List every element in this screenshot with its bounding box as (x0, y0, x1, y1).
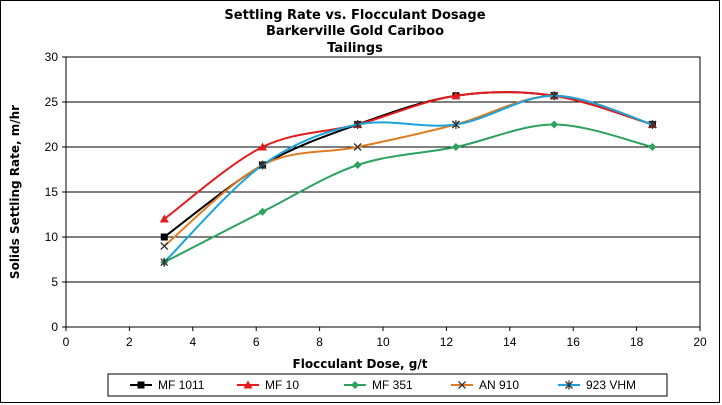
data-point (160, 242, 169, 250)
gridlines (66, 101, 700, 283)
data-point (258, 207, 267, 216)
data-point (550, 120, 559, 129)
x-tick-label: 6 (253, 335, 260, 349)
legend-marker (137, 381, 145, 389)
data-point (159, 214, 169, 223)
data-point (160, 257, 169, 267)
x-tick-label: 4 (189, 335, 196, 349)
legend-label: MF 351 (372, 378, 413, 392)
x-tick-label: 20 (693, 335, 707, 349)
data-point (451, 143, 460, 151)
data-point (258, 160, 267, 170)
legend-label: MF 1011 (158, 378, 205, 392)
y-tick-label: 0 (51, 320, 58, 334)
legend-item: AN 910 (451, 378, 519, 392)
legend-label: 923 VHM (586, 378, 636, 392)
x-tick-label: 10 (376, 335, 390, 349)
x-tick-label: 18 (630, 335, 644, 349)
legend-item: MF 351 (344, 378, 413, 392)
y-tick-label: 30 (45, 50, 59, 64)
chart-title-line-2: Barkerville Gold Cariboo (266, 24, 444, 39)
data-point (353, 143, 362, 151)
data-point (451, 120, 460, 129)
x-axis-ticks: 0 2 4 6 8 10 12 14 16 18 20 (63, 327, 707, 349)
x-tick-label: 0 (63, 335, 70, 349)
series-mf-351 (160, 120, 657, 267)
x-tick-label: 16 (567, 335, 581, 349)
x-tick-label: 8 (316, 335, 323, 349)
data-point (648, 120, 657, 129)
y-tick-label: 20 (45, 140, 59, 154)
y-tick-label: 25 (45, 95, 59, 109)
y-axis-label: Solids Settling Rate, m/hr (8, 105, 22, 279)
legend-marker (565, 380, 573, 390)
legend: MF 1011 MF 10 MF 351 AN 910 923 VHM (130, 378, 636, 392)
legend-item: MF 1011 (130, 378, 205, 392)
legend-marker (351, 381, 359, 389)
chart-title-line-1: Settling Rate vs. Flocculant Dosage (224, 8, 485, 23)
legend-item: MF 10 (237, 378, 299, 392)
data-point (353, 120, 362, 129)
data-point (258, 142, 268, 151)
y-tick-label: 5 (51, 275, 58, 289)
legend-marker (458, 381, 466, 389)
chart-title-line-3: Tailings (327, 41, 383, 56)
data-point (550, 91, 559, 101)
legend-label: AN 910 (479, 378, 519, 392)
x-tick-label: 14 (503, 335, 517, 349)
y-tick-label: 10 (45, 230, 59, 244)
series-line (163, 123, 653, 264)
series-line (163, 94, 653, 263)
series-line (163, 91, 653, 220)
data-point (451, 91, 461, 100)
x-axis-label: Flocculant Dose, g/t (293, 357, 428, 371)
data-point (353, 161, 362, 169)
y-axis-ticks: 0 5 10 15 20 25 30 (45, 50, 66, 334)
legend-label: MF 10 (265, 378, 299, 392)
data-point (160, 233, 168, 241)
series-923-vhm (160, 91, 657, 267)
series-layer (159, 91, 657, 267)
y-tick-label: 15 (45, 185, 59, 199)
x-tick-label: 12 (440, 335, 454, 349)
legend-item: 923 VHM (558, 378, 636, 392)
legend-marker (243, 380, 253, 389)
data-point (648, 143, 657, 151)
legend-box (107, 373, 668, 397)
x-tick-label: 2 (126, 335, 133, 349)
